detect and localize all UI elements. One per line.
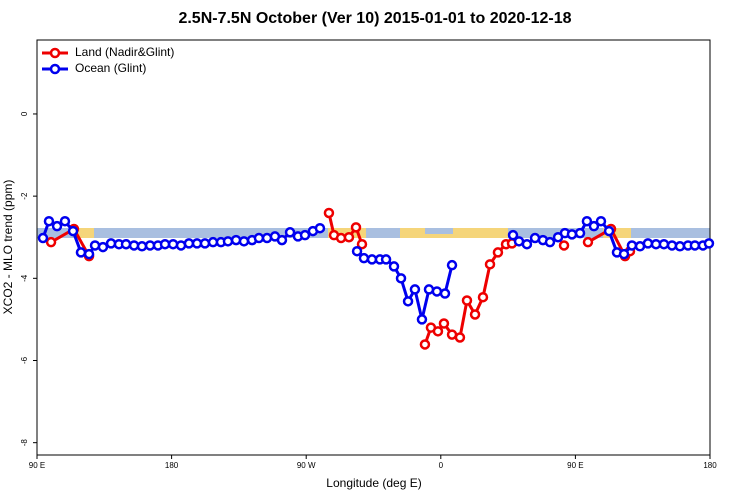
data-point bbox=[159, 238, 171, 250]
x-tick-label: 90 E bbox=[567, 461, 583, 470]
data-point bbox=[89, 240, 101, 251]
x-axis-label: Longitude (deg E) bbox=[326, 476, 421, 490]
x-tick-label: 0 bbox=[439, 461, 444, 470]
data-point bbox=[253, 232, 265, 244]
data-point bbox=[581, 215, 593, 227]
band bbox=[37, 228, 710, 238]
data-point bbox=[51, 220, 63, 232]
data-point bbox=[37, 232, 49, 244]
data-point bbox=[261, 232, 273, 244]
data-point bbox=[446, 259, 458, 271]
data-point bbox=[238, 236, 250, 247]
data-point bbox=[388, 261, 400, 272]
data-point bbox=[358, 252, 370, 264]
data-point bbox=[97, 241, 109, 253]
chart-title: 2.5N-7.5N October (Ver 10) 2015-01-01 to… bbox=[178, 10, 571, 27]
data-point bbox=[350, 222, 362, 233]
data-point bbox=[521, 238, 533, 250]
data-point bbox=[432, 326, 444, 337]
y-tick-label: -2 bbox=[20, 192, 29, 200]
band-patch bbox=[425, 228, 453, 234]
legend-label: Ocean (Glint) bbox=[75, 61, 146, 75]
data-point bbox=[626, 240, 638, 251]
data-point bbox=[582, 236, 594, 248]
data-point bbox=[276, 234, 288, 246]
data-point bbox=[167, 238, 179, 250]
data-point bbox=[59, 215, 71, 227]
data-point bbox=[574, 227, 586, 239]
data-point bbox=[351, 245, 363, 257]
data-point bbox=[439, 288, 451, 299]
data-point bbox=[409, 284, 421, 295]
data-point bbox=[689, 240, 701, 251]
x-tick-label: 90 E bbox=[29, 461, 45, 470]
data-point bbox=[469, 309, 481, 320]
data-point bbox=[492, 247, 504, 258]
band-patch bbox=[603, 228, 631, 238]
y-tick-label: -8 bbox=[20, 439, 29, 447]
data-point bbox=[120, 238, 132, 250]
data-point bbox=[595, 215, 607, 227]
data-point bbox=[438, 318, 450, 329]
data-point bbox=[402, 296, 414, 307]
legend-label: Land (Nadir&Glint) bbox=[75, 45, 174, 59]
data-point bbox=[454, 332, 466, 343]
data-point bbox=[642, 238, 654, 249]
data-point bbox=[395, 273, 407, 284]
legend-marker bbox=[49, 63, 61, 75]
data-point bbox=[45, 236, 57, 248]
data-point bbox=[618, 248, 630, 260]
data-point bbox=[299, 229, 311, 241]
data-point bbox=[75, 247, 87, 258]
data-point bbox=[83, 248, 95, 260]
x-tick-label: 180 bbox=[703, 461, 717, 470]
data-point bbox=[183, 238, 195, 249]
data-point bbox=[416, 314, 428, 325]
data-point bbox=[43, 215, 55, 227]
x-tick-label: 180 bbox=[165, 461, 179, 470]
band-patch bbox=[400, 228, 508, 238]
data-point bbox=[380, 254, 392, 265]
data-point bbox=[323, 207, 335, 219]
data-point bbox=[507, 229, 519, 241]
data-point bbox=[603, 225, 615, 237]
data-point bbox=[222, 236, 234, 247]
data-point bbox=[658, 238, 670, 250]
y-tick-label: -6 bbox=[20, 356, 29, 364]
data-point bbox=[199, 238, 211, 249]
data-point bbox=[230, 234, 242, 246]
data-point bbox=[566, 229, 578, 240]
data-point bbox=[544, 236, 556, 248]
y-tick-label: 0 bbox=[20, 111, 29, 116]
data-point bbox=[136, 241, 148, 252]
data-point bbox=[67, 225, 79, 237]
data-point bbox=[674, 241, 686, 252]
data-point bbox=[356, 238, 368, 250]
data-point bbox=[477, 291, 489, 303]
data-point bbox=[461, 295, 473, 306]
data-point bbox=[419, 339, 431, 350]
x-tick-label: 90 W bbox=[297, 461, 316, 470]
data-point bbox=[314, 222, 326, 234]
data-point bbox=[343, 231, 355, 243]
y-axis-label: XCO2 - MLO trend (ppm) bbox=[1, 180, 15, 315]
data-point bbox=[431, 286, 443, 297]
data-point bbox=[703, 238, 715, 249]
data-point bbox=[484, 259, 496, 270]
y-tick-label: -4 bbox=[20, 274, 29, 282]
legend-marker bbox=[49, 47, 61, 59]
data-point bbox=[284, 227, 296, 238]
data-point bbox=[588, 220, 600, 232]
data-point bbox=[558, 240, 570, 251]
band-patch bbox=[76, 228, 94, 238]
